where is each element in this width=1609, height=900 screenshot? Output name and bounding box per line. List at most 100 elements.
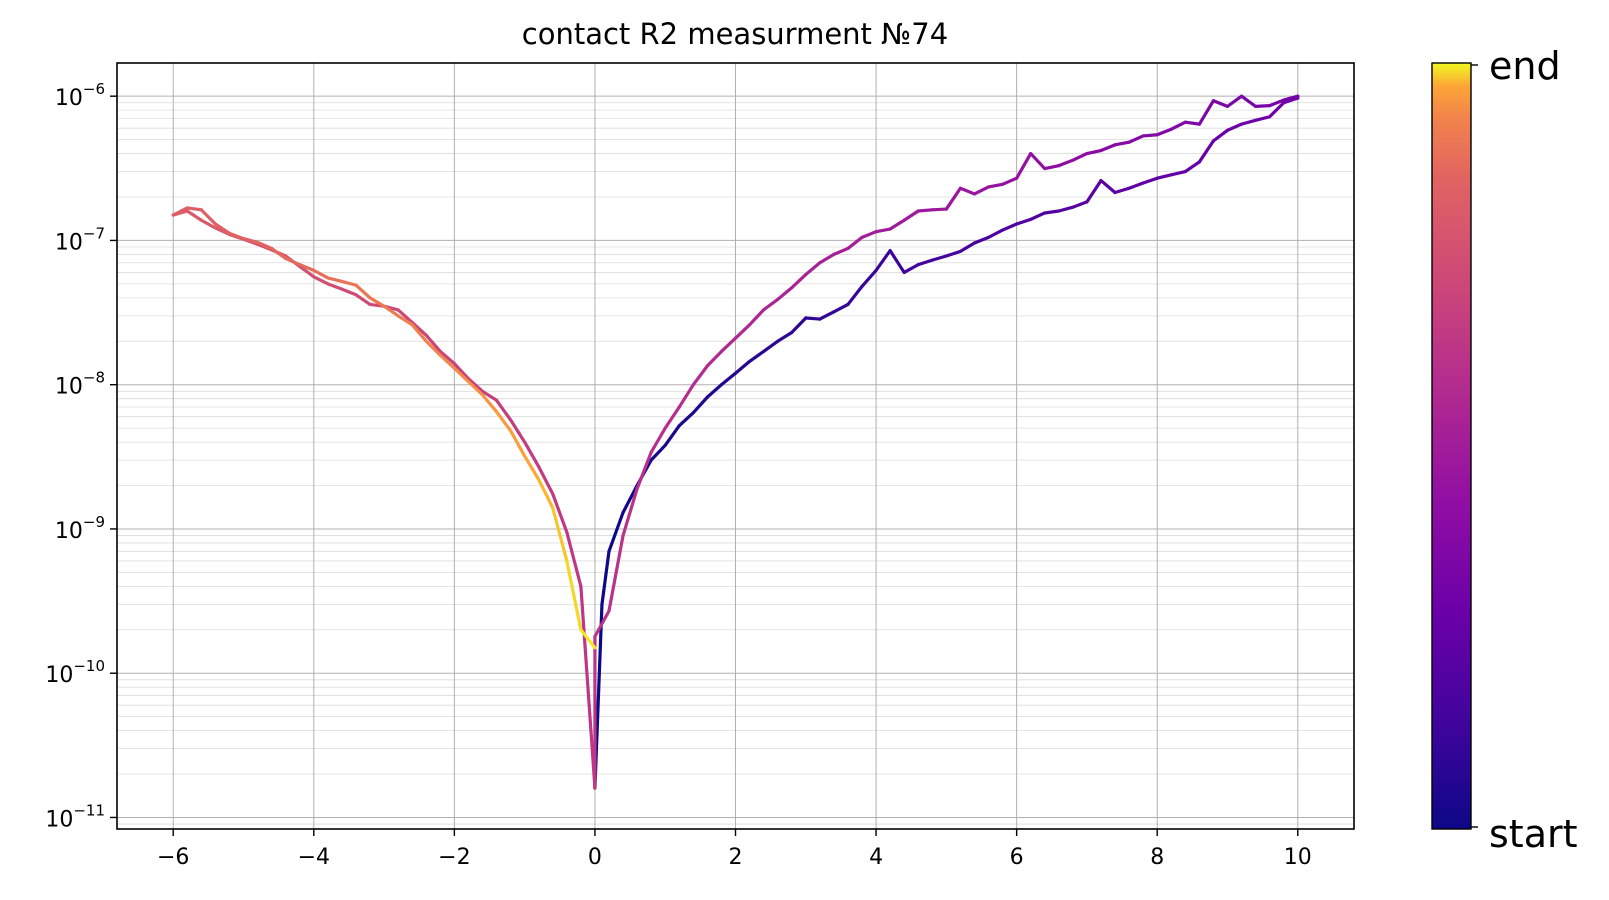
series-segment [818, 310, 836, 321]
series-segment [1282, 94, 1300, 102]
x-axis: −6 −4 −2 0 2 4 6 8 10 [157, 829, 1312, 870]
series-segment [804, 261, 822, 277]
series-segment [607, 510, 625, 553]
series-segment [874, 227, 892, 234]
series-segment [1169, 170, 1187, 177]
series-segment [1282, 96, 1300, 105]
series-segment [354, 283, 372, 300]
series-segment [832, 246, 850, 257]
series-segment [1043, 164, 1061, 171]
series-segment [733, 323, 752, 340]
series-segment [1155, 173, 1173, 180]
series-segment [860, 230, 878, 239]
series-segment [1113, 140, 1131, 147]
series-segment [916, 208, 934, 213]
series-segment [312, 275, 330, 286]
series-segment [888, 249, 906, 275]
series-segment [1113, 186, 1131, 195]
series-segment [747, 349, 766, 364]
colorbar-end-label: end [1489, 44, 1561, 88]
series-segment [1043, 209, 1061, 215]
series-segment [537, 465, 555, 496]
series-segment [565, 530, 583, 588]
series-segment [523, 440, 541, 469]
series-segment [1099, 143, 1117, 153]
series-segment [846, 284, 864, 307]
x-tick-label: 4 [869, 845, 883, 870]
y-tick-label: 10−11 [45, 801, 105, 832]
series-segment [1253, 115, 1272, 122]
series-segment [466, 377, 485, 393]
series-segment [185, 209, 203, 222]
series-segment [888, 218, 906, 231]
series-segment [1183, 160, 1201, 174]
series-segment [747, 308, 766, 327]
series-segment [565, 559, 583, 632]
series-segment [600, 549, 611, 606]
series-segment [930, 207, 948, 212]
series-segment [270, 246, 288, 261]
series-segment [902, 263, 920, 275]
series-segment [227, 231, 246, 241]
series-segment [1211, 128, 1230, 143]
series-segment [1253, 104, 1272, 108]
series-segment [635, 450, 653, 491]
series-segment [1029, 151, 1047, 171]
colorbar-start-label: start [1489, 812, 1578, 856]
series-segment [452, 362, 471, 381]
x-tick-label: 0 [588, 845, 602, 870]
series-segment [452, 366, 471, 384]
series-segment [368, 296, 386, 308]
series-segment [762, 297, 780, 312]
series-segment [1000, 222, 1019, 232]
series-segment [1197, 99, 1216, 126]
series-segment [494, 398, 513, 422]
series-segment [382, 304, 400, 318]
series-segment [579, 584, 597, 790]
series-segment [255, 240, 274, 251]
series-segment [199, 218, 217, 230]
series-segment [466, 380, 485, 397]
series-segment [1268, 101, 1286, 119]
series-segment [649, 443, 667, 462]
series-segment [874, 249, 892, 272]
series-segment [663, 424, 681, 447]
series-segment [719, 336, 738, 354]
series-segment [1127, 181, 1145, 190]
colorbar: end start [1431, 44, 1578, 856]
series-segment [1169, 120, 1187, 131]
data-series [171, 94, 1300, 790]
series-segment [326, 282, 344, 291]
series-segment [480, 393, 499, 414]
series-segment [284, 256, 302, 267]
series-segment [523, 454, 541, 482]
series-segment [860, 268, 878, 289]
chart-title: contact R2 measurment №74 [522, 17, 948, 51]
series-segment [494, 410, 513, 433]
series-segment [944, 249, 963, 258]
x-tick-label: 6 [1010, 845, 1024, 870]
series-segment [326, 276, 344, 283]
series-segment [790, 272, 808, 290]
series-segment [396, 308, 414, 325]
series-segment [776, 330, 794, 343]
series-segment [213, 222, 232, 235]
series-segment [340, 279, 358, 287]
series-segment [354, 293, 372, 307]
series-segment [804, 316, 822, 321]
series-segment [579, 628, 597, 650]
series-segment [902, 209, 920, 222]
series-segment [1183, 120, 1201, 126]
series-segment [986, 228, 1005, 239]
series-segment [171, 206, 189, 217]
series-segment [677, 383, 695, 409]
series-segment [424, 339, 442, 357]
series-segment [1015, 151, 1033, 180]
series-segment [1155, 127, 1173, 137]
series-segment [1099, 178, 1117, 195]
y-tick-label: 10−8 [55, 369, 105, 400]
series-segment [438, 349, 456, 366]
major-grid [117, 63, 1354, 829]
series-segment [719, 371, 738, 387]
